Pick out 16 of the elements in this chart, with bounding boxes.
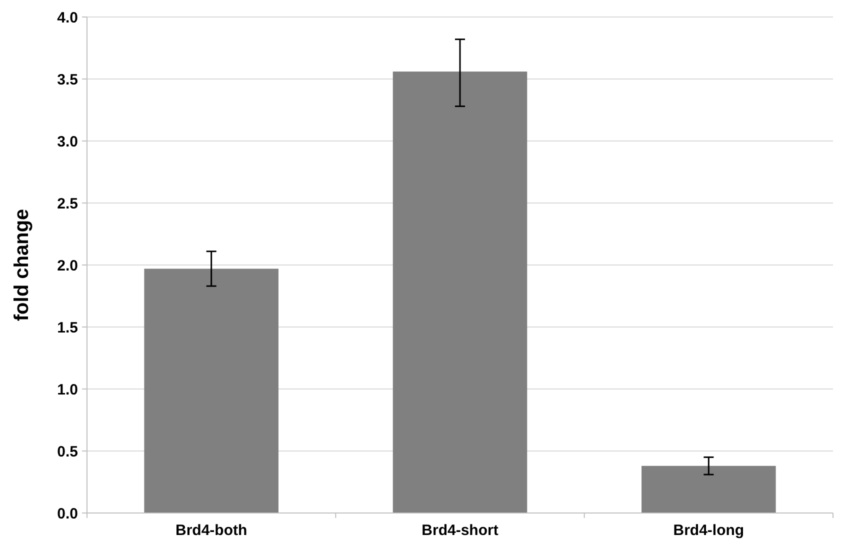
y-axis-title: fold change — [11, 208, 33, 322]
y-tick-label: 1.5 — [57, 319, 78, 336]
bar — [642, 466, 776, 513]
y-tick-label: 0.0 — [57, 505, 78, 522]
bar — [144, 268, 278, 513]
x-tick-label: Brd4-long — [673, 522, 744, 539]
y-tick-label: 2.0 — [57, 257, 78, 274]
y-tick-label: 2.5 — [57, 195, 78, 212]
y-tick-label: 3.5 — [57, 71, 78, 88]
y-tick-label: 0.5 — [57, 443, 78, 460]
bar — [392, 72, 528, 513]
y-tick-label: 4.0 — [57, 9, 78, 26]
y-tick-label: 3.0 — [57, 133, 78, 150]
x-tick-label: Brd4-short — [422, 522, 498, 539]
y-tick-label: 1.0 — [57, 381, 78, 398]
x-tick-label: Brd4-both — [176, 522, 248, 539]
